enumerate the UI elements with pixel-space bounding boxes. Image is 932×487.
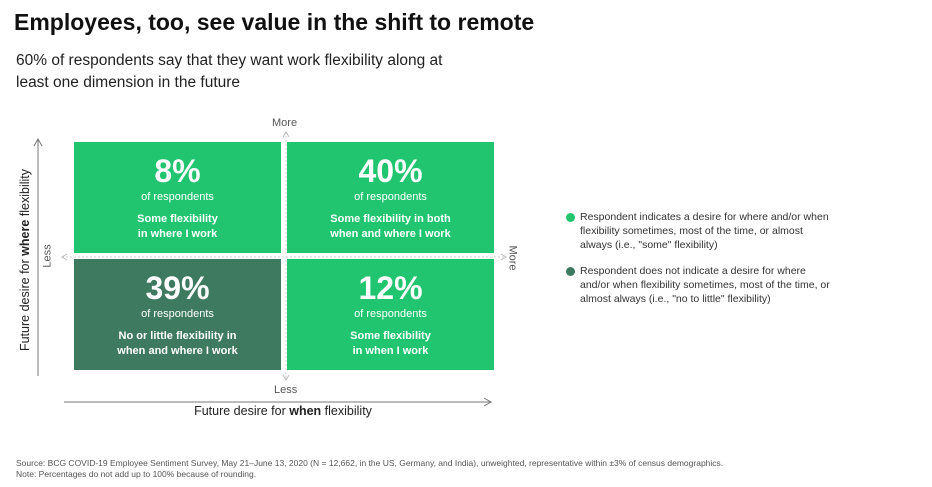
quadrant-description-line: Some flexibility in both: [330, 213, 451, 225]
quadrant-description-line: in where I work: [137, 228, 218, 240]
x-axis-title: Future desire for when flexibility: [75, 404, 491, 418]
quadrant-description-line: in when I work: [352, 345, 429, 357]
legend-dot-some: [566, 213, 575, 222]
quadrant-sublabel: of respondents: [141, 308, 214, 320]
y-axis-title-pre: Future desire for: [18, 255, 32, 352]
quadrant-value: 12%: [358, 270, 423, 306]
source-footnote: Source: BCG COVID-19 Employee Sentiment …: [16, 458, 724, 468]
note-footnote: Note: Percentages do not add up to 100% …: [16, 469, 257, 479]
x-axis-title-post: flexibility: [321, 404, 372, 418]
legend-dot-none: [566, 267, 575, 276]
left-less-label: Less: [41, 244, 54, 268]
quadrant-description: Some flexibility in where I work: [84, 212, 271, 242]
x-axis-title-pre: Future desire for: [194, 404, 290, 418]
top-more-label: More: [272, 117, 298, 129]
quadrant-top-right: 40% of respondents Some flexibility in b…: [287, 142, 494, 253]
y-axis-arrowhead: [33, 137, 43, 147]
quadrant-description: Some flexibility in both when and where I…: [297, 212, 484, 242]
quadrant-description-line: Some flexibility: [137, 213, 218, 225]
bottom-less-label: Less: [274, 384, 298, 396]
quadrant-sublabel: of respondents: [354, 308, 427, 320]
chart-title: Employees, too, see value in the shift t…: [14, 9, 535, 35]
divider-arrow-left: [61, 253, 68, 261]
quadrant-value: 40%: [358, 153, 423, 189]
divider-arrow-right: [500, 253, 507, 261]
quadrant-description-line: Some flexibility: [350, 330, 431, 342]
legend-text: Respondent indicates a desire for where …: [580, 211, 829, 251]
legend-item-some: Respondent indicates a desire for where …: [566, 210, 836, 252]
quadrant-description-line: when and where I work: [330, 228, 451, 240]
x-axis-title-bold: when: [289, 404, 322, 418]
quadrant-description: No or little flexibility in when and wher…: [84, 329, 271, 359]
right-more-label: More: [506, 245, 519, 271]
y-axis-title: Future desire for where flexibility: [18, 142, 32, 378]
quadrant-bottom-left: 39% of respondents No or little flexibil…: [74, 259, 281, 370]
quadrant-description-line: when and where I work: [117, 345, 238, 357]
legend-text: Respondent does not indicate a desire fo…: [580, 265, 830, 305]
quadrant-value: 8%: [154, 153, 201, 189]
quadrant-top-left: 8% of respondents Some flexibility in whe…: [74, 142, 281, 253]
quadrant-bottom-right: 12% of respondents Some flexibility in wh…: [287, 259, 494, 370]
divider-arrow-up: [282, 131, 290, 138]
legend-item-none: Respondent does not indicate a desire fo…: [566, 264, 836, 306]
y-axis-title-bold: where: [18, 219, 32, 256]
y-axis-title-post: flexibility: [18, 168, 32, 220]
chart-subtitle: 60% of respondents say that they want wo…: [16, 52, 443, 91]
quadrant-description-line: No or little flexibility in: [118, 330, 237, 342]
quadrant-description: Some flexibility in when I work: [297, 329, 484, 359]
quadrant-sublabel: of respondents: [354, 191, 427, 203]
quadrant-value: 39%: [145, 270, 210, 306]
divider-arrow-down: [282, 374, 290, 381]
quadrant-sublabel: of respondents: [141, 191, 214, 203]
